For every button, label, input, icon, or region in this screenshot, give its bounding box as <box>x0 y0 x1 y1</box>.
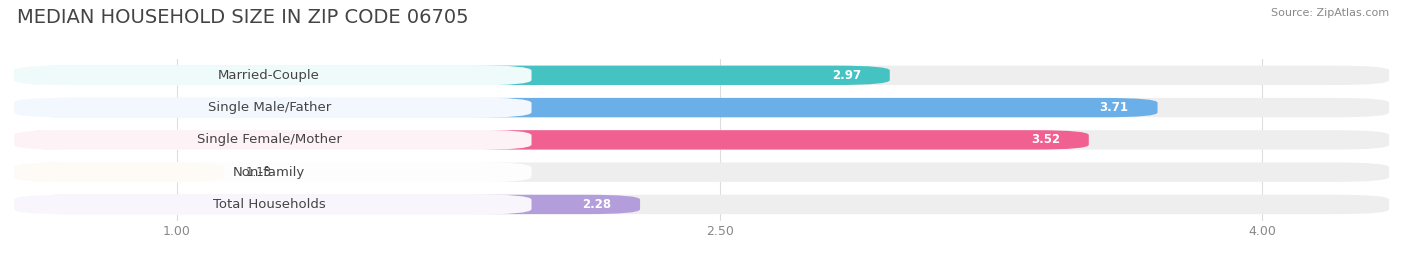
FancyBboxPatch shape <box>14 195 1389 214</box>
FancyBboxPatch shape <box>7 97 531 118</box>
FancyBboxPatch shape <box>14 130 1088 150</box>
Text: 2.97: 2.97 <box>832 69 860 82</box>
Text: 1.13: 1.13 <box>246 166 271 179</box>
FancyBboxPatch shape <box>14 66 890 85</box>
FancyBboxPatch shape <box>14 98 1389 117</box>
Text: 3.52: 3.52 <box>1031 133 1060 146</box>
FancyBboxPatch shape <box>14 162 224 182</box>
FancyBboxPatch shape <box>14 162 1389 182</box>
Text: Source: ZipAtlas.com: Source: ZipAtlas.com <box>1271 8 1389 18</box>
Text: Married-Couple: Married-Couple <box>218 69 321 82</box>
Text: Total Households: Total Households <box>212 198 326 211</box>
FancyBboxPatch shape <box>7 130 531 150</box>
Text: Single Female/Mother: Single Female/Mother <box>197 133 342 146</box>
Text: Single Male/Father: Single Male/Father <box>208 101 330 114</box>
FancyBboxPatch shape <box>7 162 531 182</box>
Text: MEDIAN HOUSEHOLD SIZE IN ZIP CODE 06705: MEDIAN HOUSEHOLD SIZE IN ZIP CODE 06705 <box>17 8 468 27</box>
FancyBboxPatch shape <box>14 98 1157 117</box>
FancyBboxPatch shape <box>14 66 1389 85</box>
FancyBboxPatch shape <box>7 65 531 86</box>
FancyBboxPatch shape <box>14 195 640 214</box>
Text: Non-family: Non-family <box>233 166 305 179</box>
FancyBboxPatch shape <box>14 130 1389 150</box>
Text: 2.28: 2.28 <box>582 198 612 211</box>
FancyBboxPatch shape <box>7 194 531 215</box>
Text: 3.71: 3.71 <box>1099 101 1129 114</box>
